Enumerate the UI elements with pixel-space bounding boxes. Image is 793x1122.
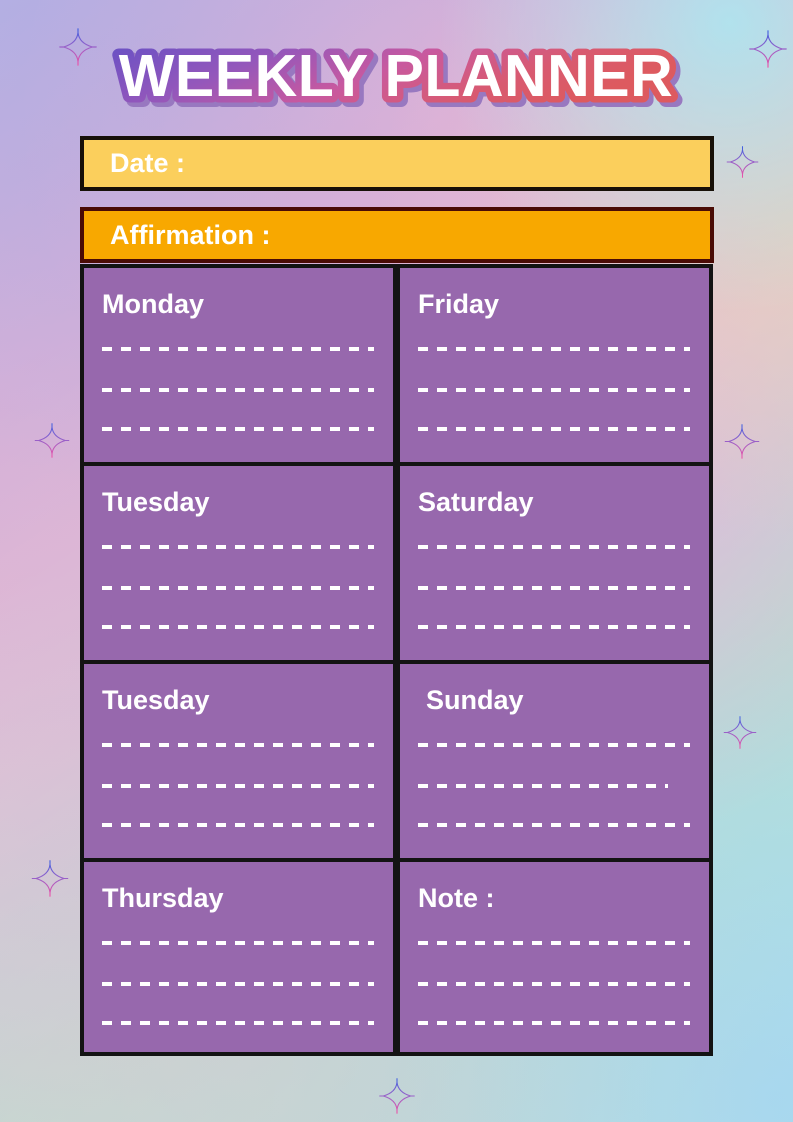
svg-text:WEEKLY PLANNER: WEEKLY PLANNER: [119, 43, 673, 109]
